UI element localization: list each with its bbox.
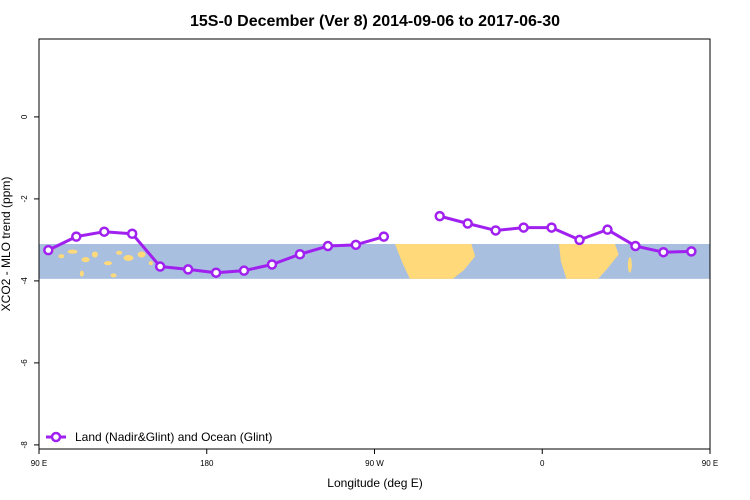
data-point [434,210,445,222]
data-point [462,218,473,229]
data-point [658,246,669,258]
legend: Land (Nadir&Glint) and Ocean (Glint) [46,430,272,444]
land-island [79,270,84,277]
data-point [126,228,138,239]
data-point [238,265,250,276]
data-point [630,240,641,252]
land-island [81,257,90,263]
y-axis-label: XCO2 - MLO trend (ppm) [0,177,13,312]
land-island [137,251,146,258]
data-point [322,240,334,252]
series-line [439,214,692,254]
x-tick-label: 0 [540,459,545,468]
data-point [43,244,54,256]
legend-label: Land (Nadir&Glint) and Ocean (Glint) [75,430,272,444]
map-band [39,244,710,279]
land-island [123,254,134,261]
data-point [378,231,390,242]
data-point [71,231,82,242]
data-point [210,267,222,278]
y-tick-label: -4 [20,277,29,285]
data-point [490,225,501,236]
data-point [350,239,362,251]
land-island [103,261,112,266]
data-point [98,226,110,237]
data-point [154,261,166,272]
data-point [602,224,613,235]
land-island [148,261,153,266]
x-tick-label: 90 W [365,459,384,468]
y-tick-label: 0 [20,114,29,119]
land-south-america [395,244,476,279]
x-axis-label: Longitude (deg E) [327,476,422,490]
data-point [294,249,306,260]
x-tick-label: 180 [200,459,214,468]
land-africa [559,244,619,279]
y-tick-label: -6 [20,359,29,367]
land-island [110,273,117,278]
land-island [116,250,123,255]
land-island [58,254,65,259]
chart-title: 15S-0 December (Ver 8) 2014-09-06 to 201… [190,13,560,30]
x-tick-label: 90 E [31,459,47,468]
land-madagascar [627,257,632,273]
y-tick-label: -8 [20,441,29,449]
data-point [686,246,697,257]
data-point [574,234,585,246]
data-point [518,222,529,233]
legend-marker [50,431,62,443]
land-island [67,249,78,254]
data-point [182,264,194,275]
land-island [91,251,98,258]
y-tick-label: -2 [20,195,29,203]
series [43,210,697,278]
x-tick-label: 90 E [702,459,718,468]
y-axis: 0 -2 -4 -6 -8 [20,114,39,448]
x-axis: 90 E 180 90 W 0 90 E [31,449,718,468]
data-point [546,222,557,233]
data-point [266,259,278,270]
